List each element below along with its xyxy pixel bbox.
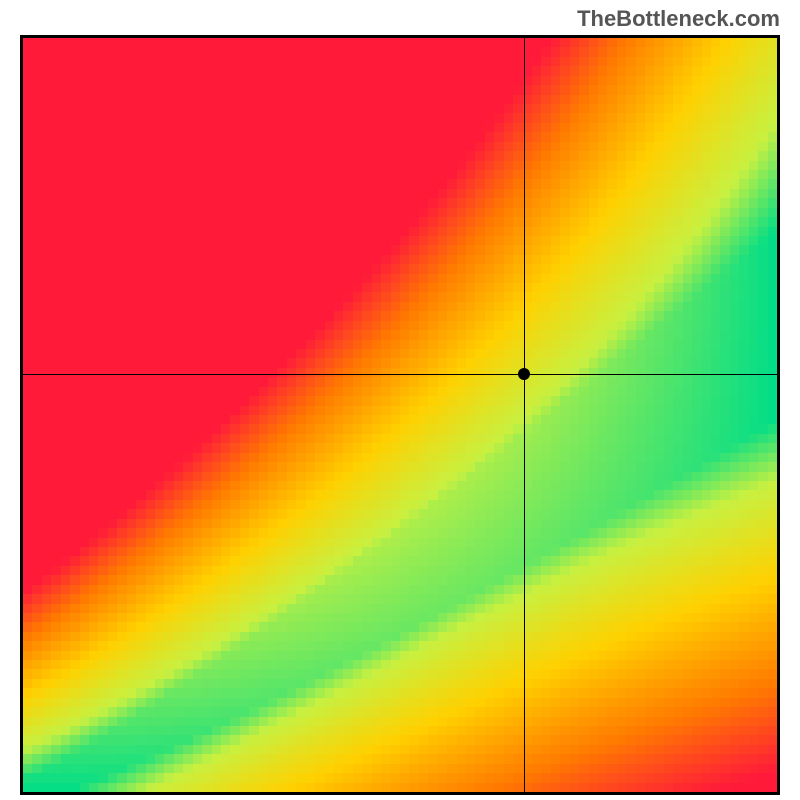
- crosshair-horizontal: [23, 374, 777, 375]
- heatmap-plot: [20, 35, 780, 795]
- heatmap-grid: [23, 38, 777, 792]
- crosshair-vertical: [524, 38, 525, 792]
- data-point-marker: [518, 368, 530, 380]
- watermark-text: TheBottleneck.com: [577, 6, 780, 32]
